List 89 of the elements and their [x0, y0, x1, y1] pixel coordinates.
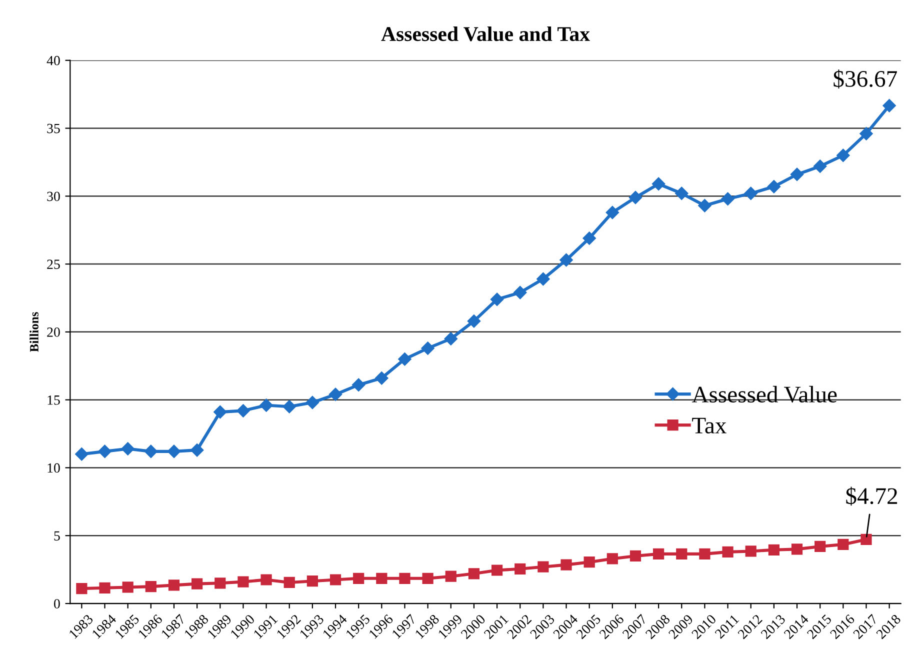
- point: [376, 572, 388, 584]
- point: [606, 206, 619, 220]
- point: [653, 548, 664, 560]
- point: [330, 574, 342, 586]
- point: [422, 572, 434, 584]
- point: [514, 286, 527, 300]
- point: [675, 186, 688, 200]
- point: [398, 352, 412, 366]
- point: [836, 148, 850, 162]
- point: [652, 177, 666, 191]
- point: [236, 404, 250, 418]
- point: [514, 563, 526, 574]
- point: [628, 190, 642, 204]
- y-tick-label: 35: [47, 124, 60, 134]
- point: [328, 388, 342, 401]
- point: [814, 540, 826, 552]
- point: [490, 292, 504, 306]
- y-tick-label: 15: [48, 395, 60, 405]
- point: [606, 553, 618, 564]
- legend-label: Assessed Value: [692, 386, 837, 403]
- point: [860, 127, 873, 140]
- point: [560, 253, 573, 267]
- point: [421, 342, 434, 355]
- point: [214, 405, 227, 419]
- point: [698, 199, 712, 212]
- point: [744, 186, 758, 200]
- point: [284, 576, 295, 588]
- point: [145, 580, 156, 592]
- y-axis-title: Billions: [30, 312, 38, 352]
- y-tick-label: 30: [47, 192, 60, 202]
- point: [75, 448, 88, 461]
- point: [491, 564, 503, 576]
- point: [168, 580, 180, 591]
- point: [399, 572, 410, 584]
- point: [167, 444, 181, 458]
- point: [860, 534, 872, 545]
- point: [745, 546, 756, 557]
- point: [838, 538, 849, 550]
- point: [444, 332, 458, 346]
- y-tick-label: 0: [54, 599, 60, 608]
- point: [353, 572, 364, 584]
- point: [676, 548, 688, 560]
- point: [306, 396, 320, 410]
- point: [122, 582, 134, 593]
- point: [790, 168, 804, 182]
- point: [538, 561, 549, 572]
- annotation: $4.72: [846, 486, 898, 506]
- point: [76, 583, 88, 594]
- point: [767, 180, 781, 194]
- point: [630, 550, 642, 562]
- point: [98, 444, 112, 458]
- point: [192, 578, 203, 590]
- point: [260, 398, 273, 412]
- point: [190, 443, 204, 457]
- y-tick-label: 25: [47, 260, 60, 269]
- point: [260, 574, 272, 586]
- point: [814, 160, 827, 173]
- x-tick-label: 2011: [714, 614, 740, 639]
- point: [699, 548, 710, 560]
- point: [306, 576, 318, 587]
- y-tick-label: 40: [46, 56, 60, 66]
- point: [721, 192, 734, 206]
- point: [445, 570, 456, 582]
- point: [882, 98, 896, 112]
- point: [722, 546, 734, 558]
- point: [214, 578, 226, 589]
- point: [582, 232, 596, 245]
- point: [238, 576, 249, 588]
- point: [768, 544, 780, 556]
- point: [536, 272, 550, 286]
- point: [584, 556, 595, 568]
- y-tick-label: 5: [54, 531, 60, 541]
- point: [468, 568, 480, 580]
- legend-label: Tax: [692, 418, 726, 434]
- point: [99, 582, 110, 594]
- point: [560, 559, 572, 570]
- x-tick-label: 2001: [483, 614, 509, 640]
- point: [121, 442, 134, 456]
- point: [144, 444, 158, 458]
- y-tick-label: 10: [48, 463, 60, 473]
- x-tick-label: 1991: [253, 614, 278, 639]
- point: [375, 372, 388, 385]
- point: [352, 378, 366, 392]
- point: [282, 400, 296, 414]
- annotation: $36.67: [834, 70, 897, 88]
- point: [791, 544, 803, 555]
- y-tick-label: 20: [47, 328, 60, 337]
- point: [467, 314, 481, 328]
- chart-title: Assessed Value and Tax: [381, 26, 590, 42]
